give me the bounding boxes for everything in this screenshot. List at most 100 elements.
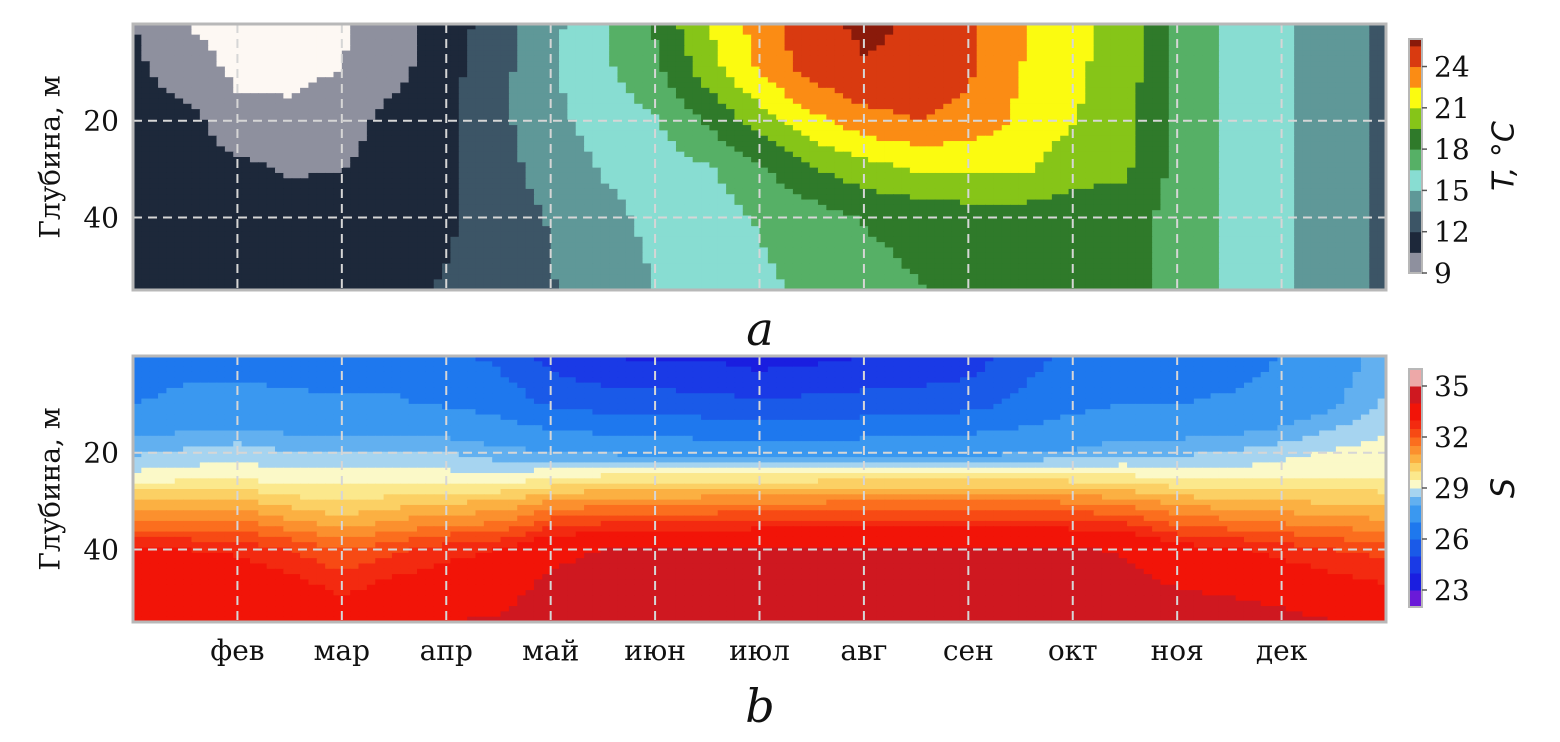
heatmap-cell — [333, 66, 343, 73]
heatmap-cell — [166, 87, 176, 94]
heatmap-cell — [1110, 114, 1120, 121]
heatmap-cell — [767, 178, 777, 185]
heatmap-cell — [592, 167, 602, 174]
heatmap-cell — [391, 162, 401, 169]
heatmap-cell — [1319, 29, 1329, 36]
heatmap-cell — [433, 61, 443, 68]
heatmap-cell — [609, 135, 619, 142]
heatmap-cell — [400, 24, 410, 30]
heatmap-cell — [550, 151, 560, 158]
heatmap-cell — [1252, 146, 1262, 153]
heatmap-cell — [985, 151, 994, 158]
heatmap-cell — [592, 178, 602, 185]
heatmap-cell — [667, 157, 677, 163]
heatmap-cell — [625, 61, 635, 68]
heatmap-cell — [525, 71, 535, 78]
heatmap-cell — [1227, 109, 1237, 116]
heatmap-cell — [701, 167, 710, 174]
heatmap-cell — [985, 194, 994, 201]
heatmap-cell — [1160, 93, 1170, 100]
heatmap-cell — [333, 71, 343, 78]
heatmap-cell — [592, 141, 602, 147]
heatmap-cell — [1051, 34, 1061, 41]
heatmap-cell — [1227, 103, 1237, 110]
heatmap-cell — [291, 151, 301, 158]
heatmap-cell — [350, 71, 360, 78]
heatmap-cell — [433, 98, 443, 105]
heatmap-cell — [500, 151, 510, 158]
heatmap-cell — [726, 151, 736, 158]
heatmap-cell — [1185, 29, 1195, 36]
heatmap-cell — [1310, 183, 1320, 190]
heatmap-cell — [1051, 66, 1061, 73]
heatmap-cell — [308, 178, 318, 185]
heatmap-cell — [1210, 119, 1220, 126]
heatmap-cell — [709, 29, 719, 36]
heatmap-cell — [366, 146, 376, 153]
heatmap-cell — [191, 98, 201, 105]
heatmap-cell — [826, 146, 836, 153]
heatmap-cell — [884, 50, 894, 57]
heatmap-cell — [417, 66, 426, 73]
heatmap-cell — [1152, 141, 1162, 147]
heatmap-cell — [1160, 178, 1170, 185]
heatmap-cell — [199, 39, 209, 46]
heatmap-cell — [191, 87, 201, 94]
heatmap-cell — [592, 183, 602, 190]
heatmap-cell — [726, 130, 736, 137]
heatmap-cell — [1352, 188, 1362, 195]
heatmap-cell — [183, 114, 193, 121]
heatmap-cell — [483, 141, 493, 147]
heatmap-cell — [976, 178, 986, 185]
heatmap-cell — [1243, 98, 1253, 105]
heatmap-cell — [1185, 194, 1195, 201]
heatmap-cell — [308, 61, 318, 68]
heatmap-cell — [158, 98, 168, 105]
heatmap-cell — [308, 103, 318, 110]
heatmap-cell — [1327, 167, 1337, 174]
heatmap-cell — [1043, 162, 1053, 169]
heatmap-cell — [985, 125, 994, 131]
heatmap-cell — [1118, 29, 1128, 36]
heatmap-cell — [241, 178, 251, 185]
heatmap-cell — [1218, 24, 1228, 30]
heatmap-cell — [734, 77, 744, 84]
heatmap-cell — [408, 109, 418, 116]
heatmap-cell — [308, 162, 318, 169]
heatmap-cell — [391, 61, 401, 68]
heatmap-cell — [433, 34, 443, 41]
heatmap-cell — [1344, 50, 1354, 57]
heatmap-cell — [692, 29, 702, 36]
heatmap-cell — [224, 77, 234, 84]
heatmap-cell — [1060, 61, 1070, 68]
heatmap-cell — [1001, 125, 1011, 131]
heatmap-cell — [1060, 77, 1070, 84]
heatmap-cell — [1168, 162, 1178, 169]
heatmap-cell — [1193, 87, 1203, 94]
heatmap-cell — [1001, 50, 1011, 57]
heatmap-cell — [726, 157, 736, 163]
heatmap-cell — [1026, 93, 1036, 100]
heatmap-cell — [425, 130, 435, 137]
heatmap-cell — [1352, 151, 1362, 158]
heatmap-cell — [275, 146, 284, 153]
heatmap-cell — [868, 146, 878, 153]
heatmap-cell — [959, 55, 969, 62]
heatmap-cell — [859, 77, 869, 84]
heatmap-cell — [1043, 24, 1053, 30]
heatmap-cell — [1352, 178, 1362, 185]
heatmap-cell — [1319, 183, 1329, 190]
heatmap-cell — [492, 146, 502, 153]
heatmap-cell — [734, 50, 744, 57]
heatmap-cell — [976, 162, 986, 169]
heatmap-cell — [533, 50, 543, 57]
heatmap-cell — [1335, 77, 1345, 84]
heatmap-cell — [809, 167, 819, 174]
heatmap-cell — [667, 39, 677, 46]
heatmap-cell — [759, 178, 769, 185]
heatmap-cell — [751, 119, 761, 126]
heatmap-cell — [350, 114, 360, 121]
heatmap-cell — [174, 98, 184, 105]
heatmap-cell — [692, 45, 702, 52]
heatmap-cell — [450, 146, 460, 153]
